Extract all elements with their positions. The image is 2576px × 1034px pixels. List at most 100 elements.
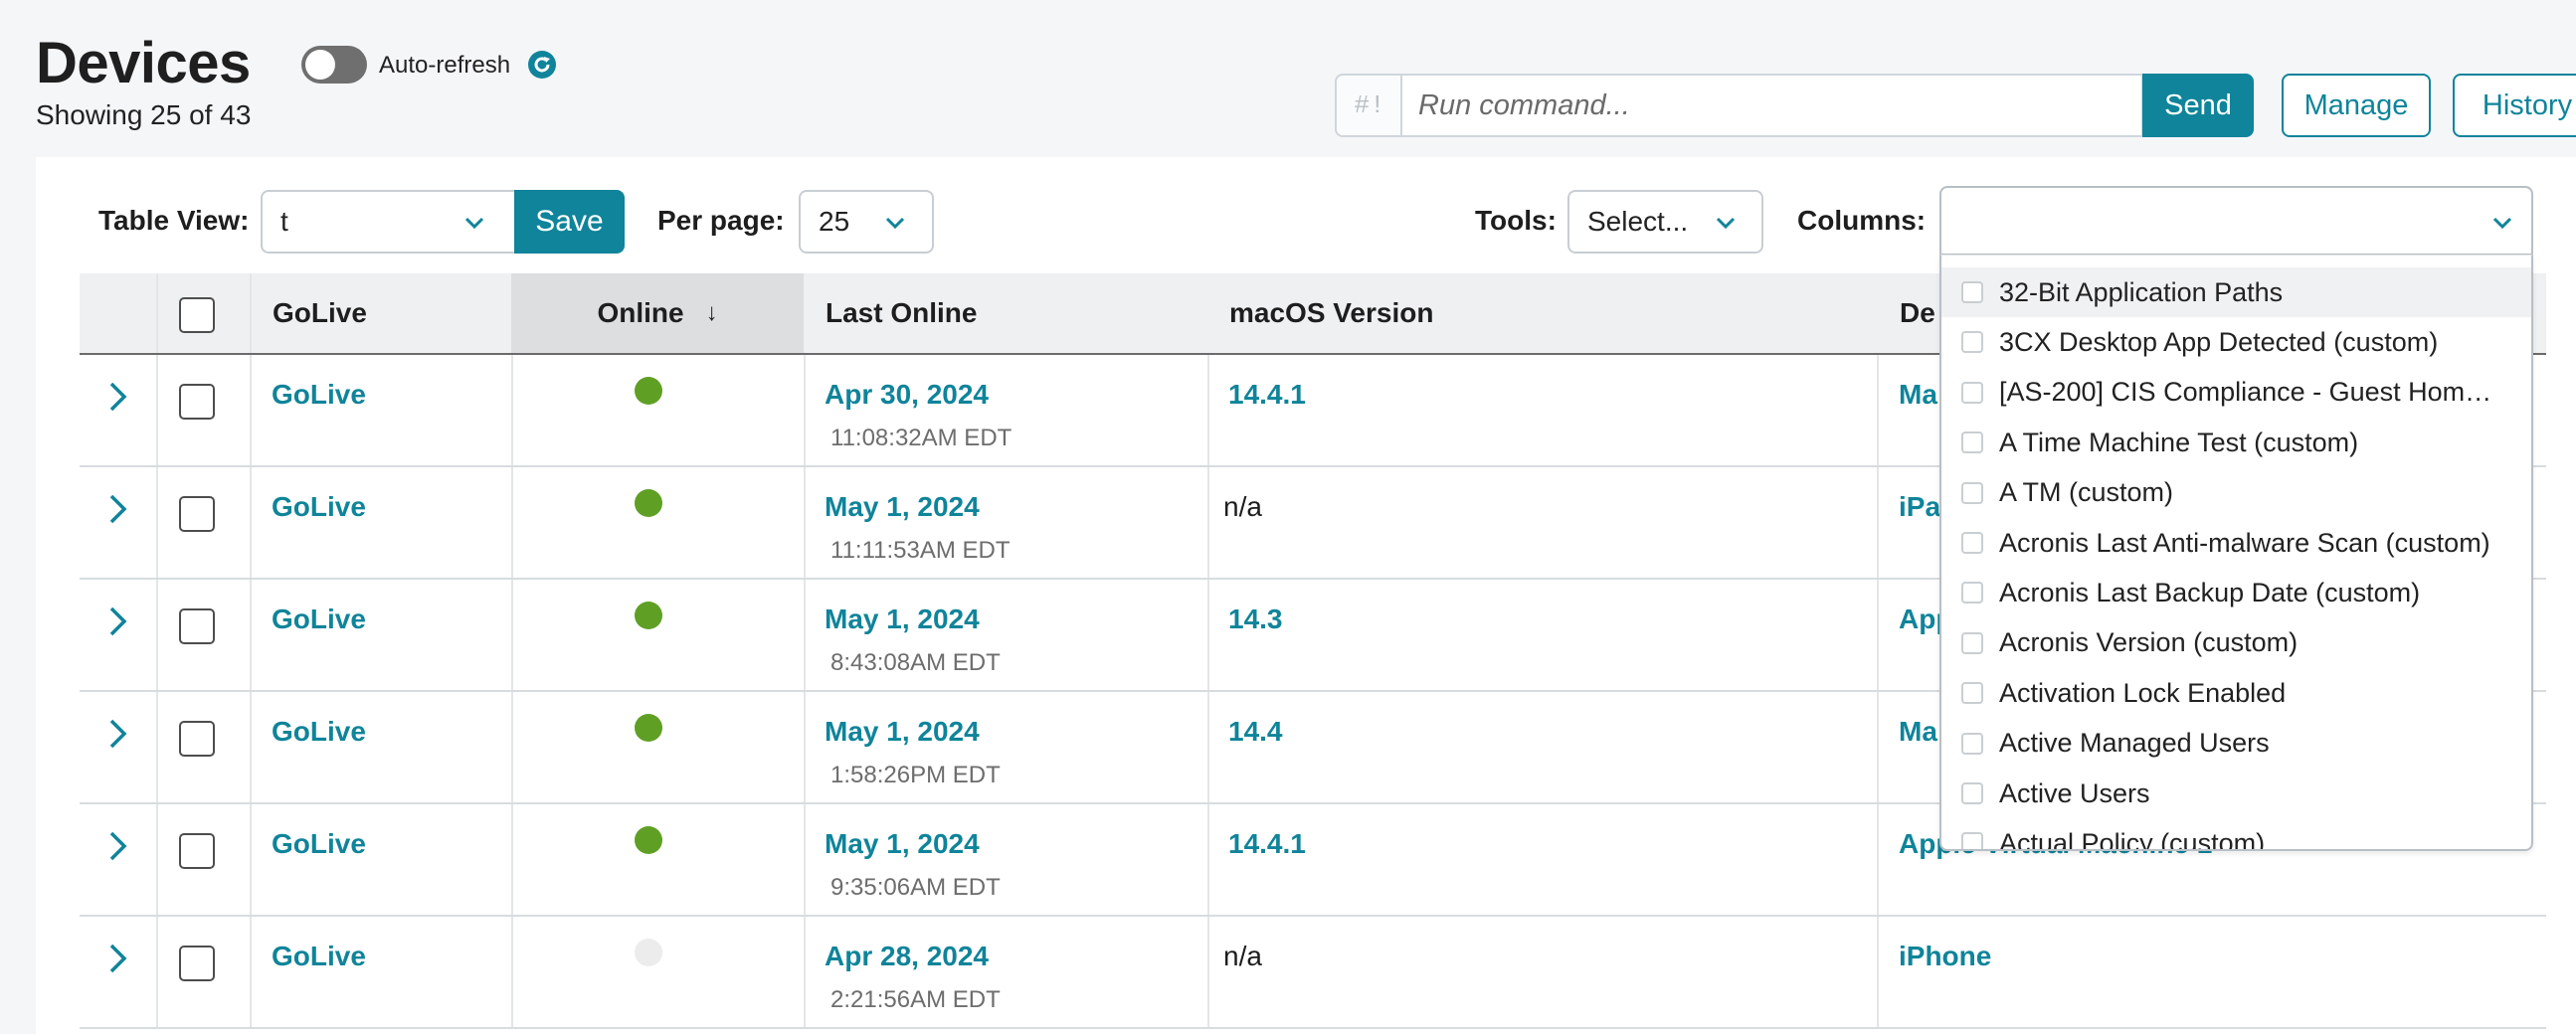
last-online-date[interactable]: May 1, 2024	[825, 491, 980, 522]
manage-button[interactable]: Manage	[2282, 74, 2431, 137]
online-status-dot	[635, 826, 662, 854]
column-header-name[interactable]: GoLive	[273, 297, 367, 328]
column-option-label: Active Users	[1999, 777, 2150, 808]
online-status-dot	[635, 714, 662, 742]
column-option-checkbox[interactable]	[1961, 481, 1983, 504]
column-header-macos-version[interactable]: macOS Version	[1229, 297, 1434, 328]
column-option[interactable]: 3CX Desktop App Detected (custom)	[1941, 317, 2531, 367]
send-button[interactable]: Send	[2142, 74, 2254, 137]
device-name-link[interactable]: GoLive	[272, 379, 366, 410]
macos-version[interactable]: 14.4.1	[1228, 379, 1306, 410]
device-name-link[interactable]: GoLive	[272, 828, 366, 859]
last-online-date[interactable]: May 1, 2024	[825, 828, 980, 859]
column-option-label: Acronis Last Anti-malware Scan (custom)	[1999, 527, 2490, 558]
column-option[interactable]: 32-Bit Application Paths	[1941, 267, 2531, 317]
history-button[interactable]: History	[2453, 74, 2576, 137]
expand-chevron-icon[interactable]	[105, 380, 131, 414]
column-option-checkbox[interactable]	[1961, 381, 1983, 404]
column-option[interactable]: Activation Lock Enabled	[1941, 668, 2531, 718]
last-online-time: 2:21:56AM EDT	[830, 986, 1001, 1013]
expand-chevron-icon[interactable]	[105, 604, 131, 638]
column-option-checkbox[interactable]	[1961, 582, 1983, 604]
column-option-checkbox[interactable]	[1961, 532, 1983, 554]
column-option-label: A TM (custom)	[1999, 477, 2174, 508]
column-option[interactable]: Acronis Version (custom)	[1941, 618, 2531, 668]
columns-label: Columns:	[1797, 205, 1927, 236]
refresh-icon[interactable]	[527, 50, 557, 80]
sort-desc-icon: ↓	[705, 299, 718, 326]
online-status-dot	[635, 489, 662, 517]
auto-refresh-toggle[interactable]	[301, 46, 367, 84]
column-option-checkbox[interactable]	[1961, 732, 1983, 755]
column-header-online[interactable]: Online ↓	[511, 273, 804, 353]
last-online-date[interactable]: Apr 28, 2024	[825, 941, 989, 971]
column-option-checkbox[interactable]	[1961, 331, 1983, 354]
select-all-checkbox[interactable]	[179, 297, 215, 333]
expand-chevron-icon[interactable]	[105, 492, 131, 526]
device-name-link[interactable]: GoLive	[272, 941, 366, 971]
column-option-checkbox[interactable]	[1961, 631, 1983, 654]
column-option-label: 32-Bit Application Paths	[1999, 276, 2284, 307]
last-online-date[interactable]: May 1, 2024	[825, 716, 980, 747]
macos-version: n/a	[1223, 941, 1262, 971]
column-option-label: 3CX Desktop App Detected (custom)	[1999, 326, 2439, 357]
column-option[interactable]: Active Managed Users	[1941, 719, 2531, 769]
column-option-checkbox[interactable]	[1961, 431, 1983, 454]
command-input[interactable]	[1400, 74, 2143, 137]
online-status-dot	[635, 377, 662, 405]
tools-value: Select...	[1587, 206, 1689, 237]
last-online-date[interactable]: May 1, 2024	[825, 603, 980, 634]
last-online-time: 1:58:26PM EDT	[830, 762, 1001, 788]
save-view-button[interactable]: Save	[514, 190, 625, 254]
chevron-down-icon	[885, 217, 905, 230]
table-view-select[interactable]: t	[261, 190, 517, 254]
device-count: Showing 25 of 43	[36, 99, 252, 130]
macos-version[interactable]: 14.4	[1228, 716, 1283, 747]
row-checkbox[interactable]	[179, 496, 215, 532]
row-checkbox[interactable]	[179, 946, 215, 981]
column-option[interactable]: A Time Machine Test (custom)	[1941, 418, 2531, 467]
row-checkbox[interactable]	[179, 833, 215, 869]
expand-chevron-icon[interactable]	[105, 717, 131, 751]
column-option[interactable]: Acronis Last Anti-malware Scan (custom)	[1941, 518, 2531, 568]
offline-status-dot	[635, 939, 662, 966]
table-view-label: Table View:	[98, 205, 250, 236]
expand-chevron-icon[interactable]	[105, 942, 131, 975]
device-type-link[interactable]: iPhone	[1899, 941, 1992, 971]
table-row[interactable]: GoLive Apr 28, 2024 2:21:56AM EDT n/a iP…	[80, 917, 2546, 1029]
per-page-select[interactable]: 25	[799, 190, 934, 254]
last-online-time: 9:35:06AM EDT	[830, 874, 1001, 901]
column-option[interactable]: Actual Policy (custom)	[1941, 818, 2531, 849]
column-header-device[interactable]: De	[1900, 297, 1935, 328]
row-checkbox[interactable]	[179, 608, 215, 644]
column-option-checkbox[interactable]	[1961, 682, 1983, 705]
columns-dropdown-menu[interactable]: 32-Bit Application Paths 3CX Desktop App …	[1939, 255, 2533, 851]
expand-chevron-icon[interactable]	[105, 829, 131, 863]
device-type-link[interactable]: iPa	[1899, 491, 1941, 522]
device-name-link[interactable]: GoLive	[272, 603, 366, 634]
chevron-down-icon	[1716, 217, 1736, 230]
tools-label: Tools:	[1475, 205, 1557, 236]
column-option[interactable]: Acronis Last Backup Date (custom)	[1941, 568, 2531, 617]
row-checkbox[interactable]	[179, 384, 215, 420]
macos-version: n/a	[1223, 491, 1262, 522]
macos-version[interactable]: 14.3	[1228, 603, 1283, 634]
column-option[interactable]: A TM (custom)	[1941, 468, 2531, 518]
last-online-date[interactable]: Apr 30, 2024	[825, 379, 989, 410]
device-name-link[interactable]: GoLive	[272, 491, 366, 522]
columns-select[interactable]	[1939, 186, 2533, 256]
device-name-link[interactable]: GoLive	[272, 716, 366, 747]
column-option-checkbox[interactable]	[1961, 782, 1983, 804]
column-option-checkbox[interactable]	[1961, 281, 1983, 303]
last-online-time: 8:43:08AM EDT	[830, 649, 1001, 676]
device-type-link[interactable]: Ma	[1899, 716, 1937, 747]
column-option-label: [AS-200] CIS Compliance - Guest Hom…	[1999, 377, 2492, 408]
row-checkbox[interactable]	[179, 721, 215, 757]
column-option[interactable]: [AS-200] CIS Compliance - Guest Hom…	[1941, 368, 2531, 418]
column-option-checkbox[interactable]	[1961, 832, 1983, 849]
column-option[interactable]: Active Users	[1941, 769, 2531, 818]
column-header-last-online[interactable]: Last Online	[826, 297, 978, 328]
device-type-link[interactable]: Ma	[1899, 379, 1937, 410]
macos-version[interactable]: 14.4.1	[1228, 828, 1306, 859]
tools-select[interactable]: Select...	[1567, 190, 1763, 254]
